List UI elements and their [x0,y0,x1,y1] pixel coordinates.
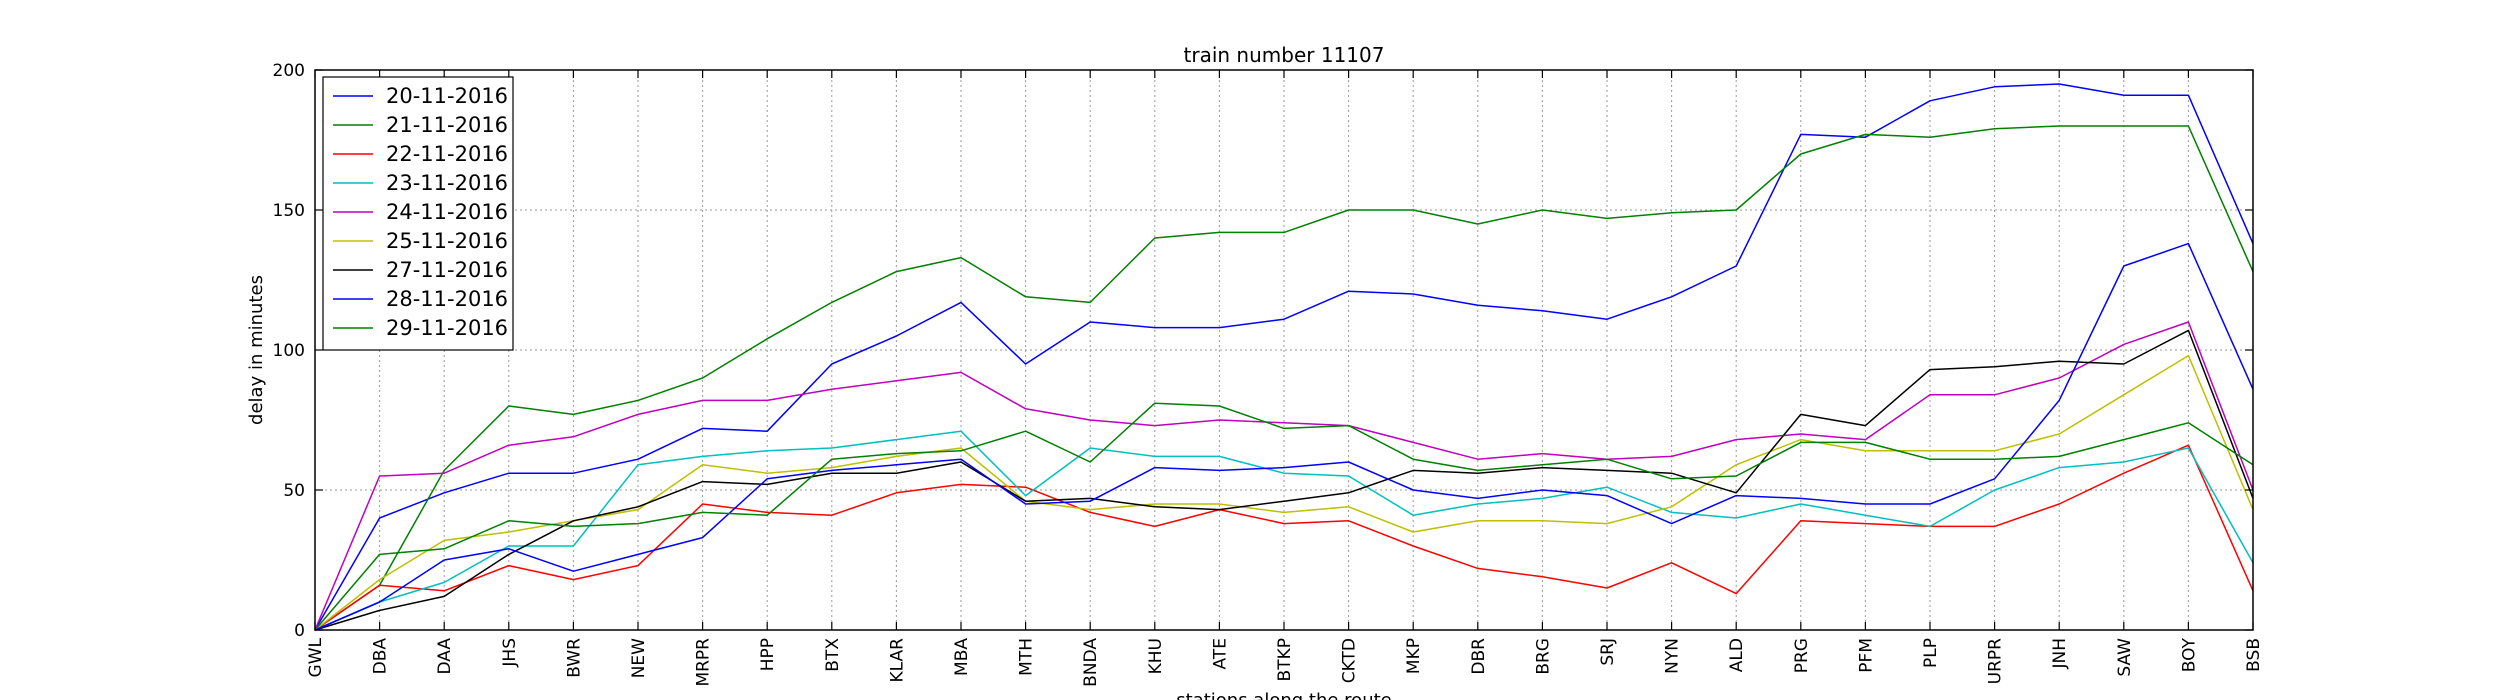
x-axis-title: stations along the route [1176,690,1391,700]
x-tick-label: DBR [1469,638,1489,675]
y-tick-label: 200 [273,61,305,81]
y-tick-label: 0 [294,621,305,641]
x-tick-label: JNH [2050,638,2070,670]
x-tick-label: NYN [1663,638,1683,674]
legend: 20-11-2016 21-11-2016 22-11-2016 23-11-2016… [322,76,514,351]
y-axis-ticks: 0 50 100 150 200 [273,61,2253,641]
legend-label: 22-11-2016 [386,142,508,166]
x-tick-label: BSB [2244,638,2264,672]
x-axis-ticks: GWL DBA DAA JHS BWR NEW MRPR HPP BTX KLAR MBA MTH BN… [306,70,2264,687]
series-line [314,354,2254,631]
series-line [314,242,2254,631]
x-tick-label: BWR [564,638,584,678]
legend-label: 25-11-2016 [386,229,508,253]
y-tick-label: 100 [273,341,305,361]
series-line [314,321,2254,631]
x-tick-label: BOY [2179,637,2199,672]
x-tick-label: NEW [629,638,649,678]
legend-label: 28-11-2016 [386,287,508,311]
series-lines [314,83,2254,631]
x-tick-label: CKTD [1340,638,1360,683]
legend-label: 27-11-2016 [386,258,508,282]
x-tick-label: DBA [371,638,391,675]
legend-label: 20-11-2016 [386,84,508,108]
series-line [314,83,2254,631]
legend-label: 24-11-2016 [386,200,508,224]
y-axis-title: delay in minutes [246,275,267,425]
x-tick-label: KLAR [887,638,907,683]
legend-label: 21-11-2016 [386,113,508,137]
x-tick-label: SAW [2115,638,2135,677]
x-tick-label: DAA [435,638,455,675]
y-tick-label: 150 [273,201,305,221]
series-line [314,329,2254,631]
x-tick-label: ALD [1727,638,1747,672]
x-tick-label: PLP [1921,638,1941,668]
x-tick-label: MBA [952,638,972,676]
series-line [314,430,2254,631]
x-tick-label: PFM [1856,638,1876,673]
x-tick-label: BNDA [1081,638,1101,687]
legend-label: 29-11-2016 [386,316,508,340]
x-tick-label: BTX [823,638,843,672]
x-tick-label: BTKP [1275,638,1295,681]
x-tick-label: PRG [1792,638,1812,673]
x-tick-label: URPR [1986,638,2006,685]
grid-lines [315,70,2253,630]
x-tick-label: BRG [1533,638,1553,675]
legend-box [322,76,514,351]
series-line [314,125,2254,631]
x-tick-label: SRJ [1598,638,1618,666]
series-line [314,402,2254,631]
chart-title: train number 11107 [1184,43,1385,67]
x-tick-label: MRPR [694,638,714,687]
x-tick-label: ATE [1210,638,1230,669]
y-tick-label: 50 [283,481,305,501]
x-tick-label: MTH [1017,638,1037,676]
legend-label: 23-11-2016 [386,171,508,195]
x-tick-label: HPP [758,638,778,671]
x-tick-label: MKP [1404,638,1424,674]
x-tick-label: GWL [306,637,326,677]
x-tick-label: KHU [1146,638,1166,674]
x-tick-label: JHS [500,638,520,668]
